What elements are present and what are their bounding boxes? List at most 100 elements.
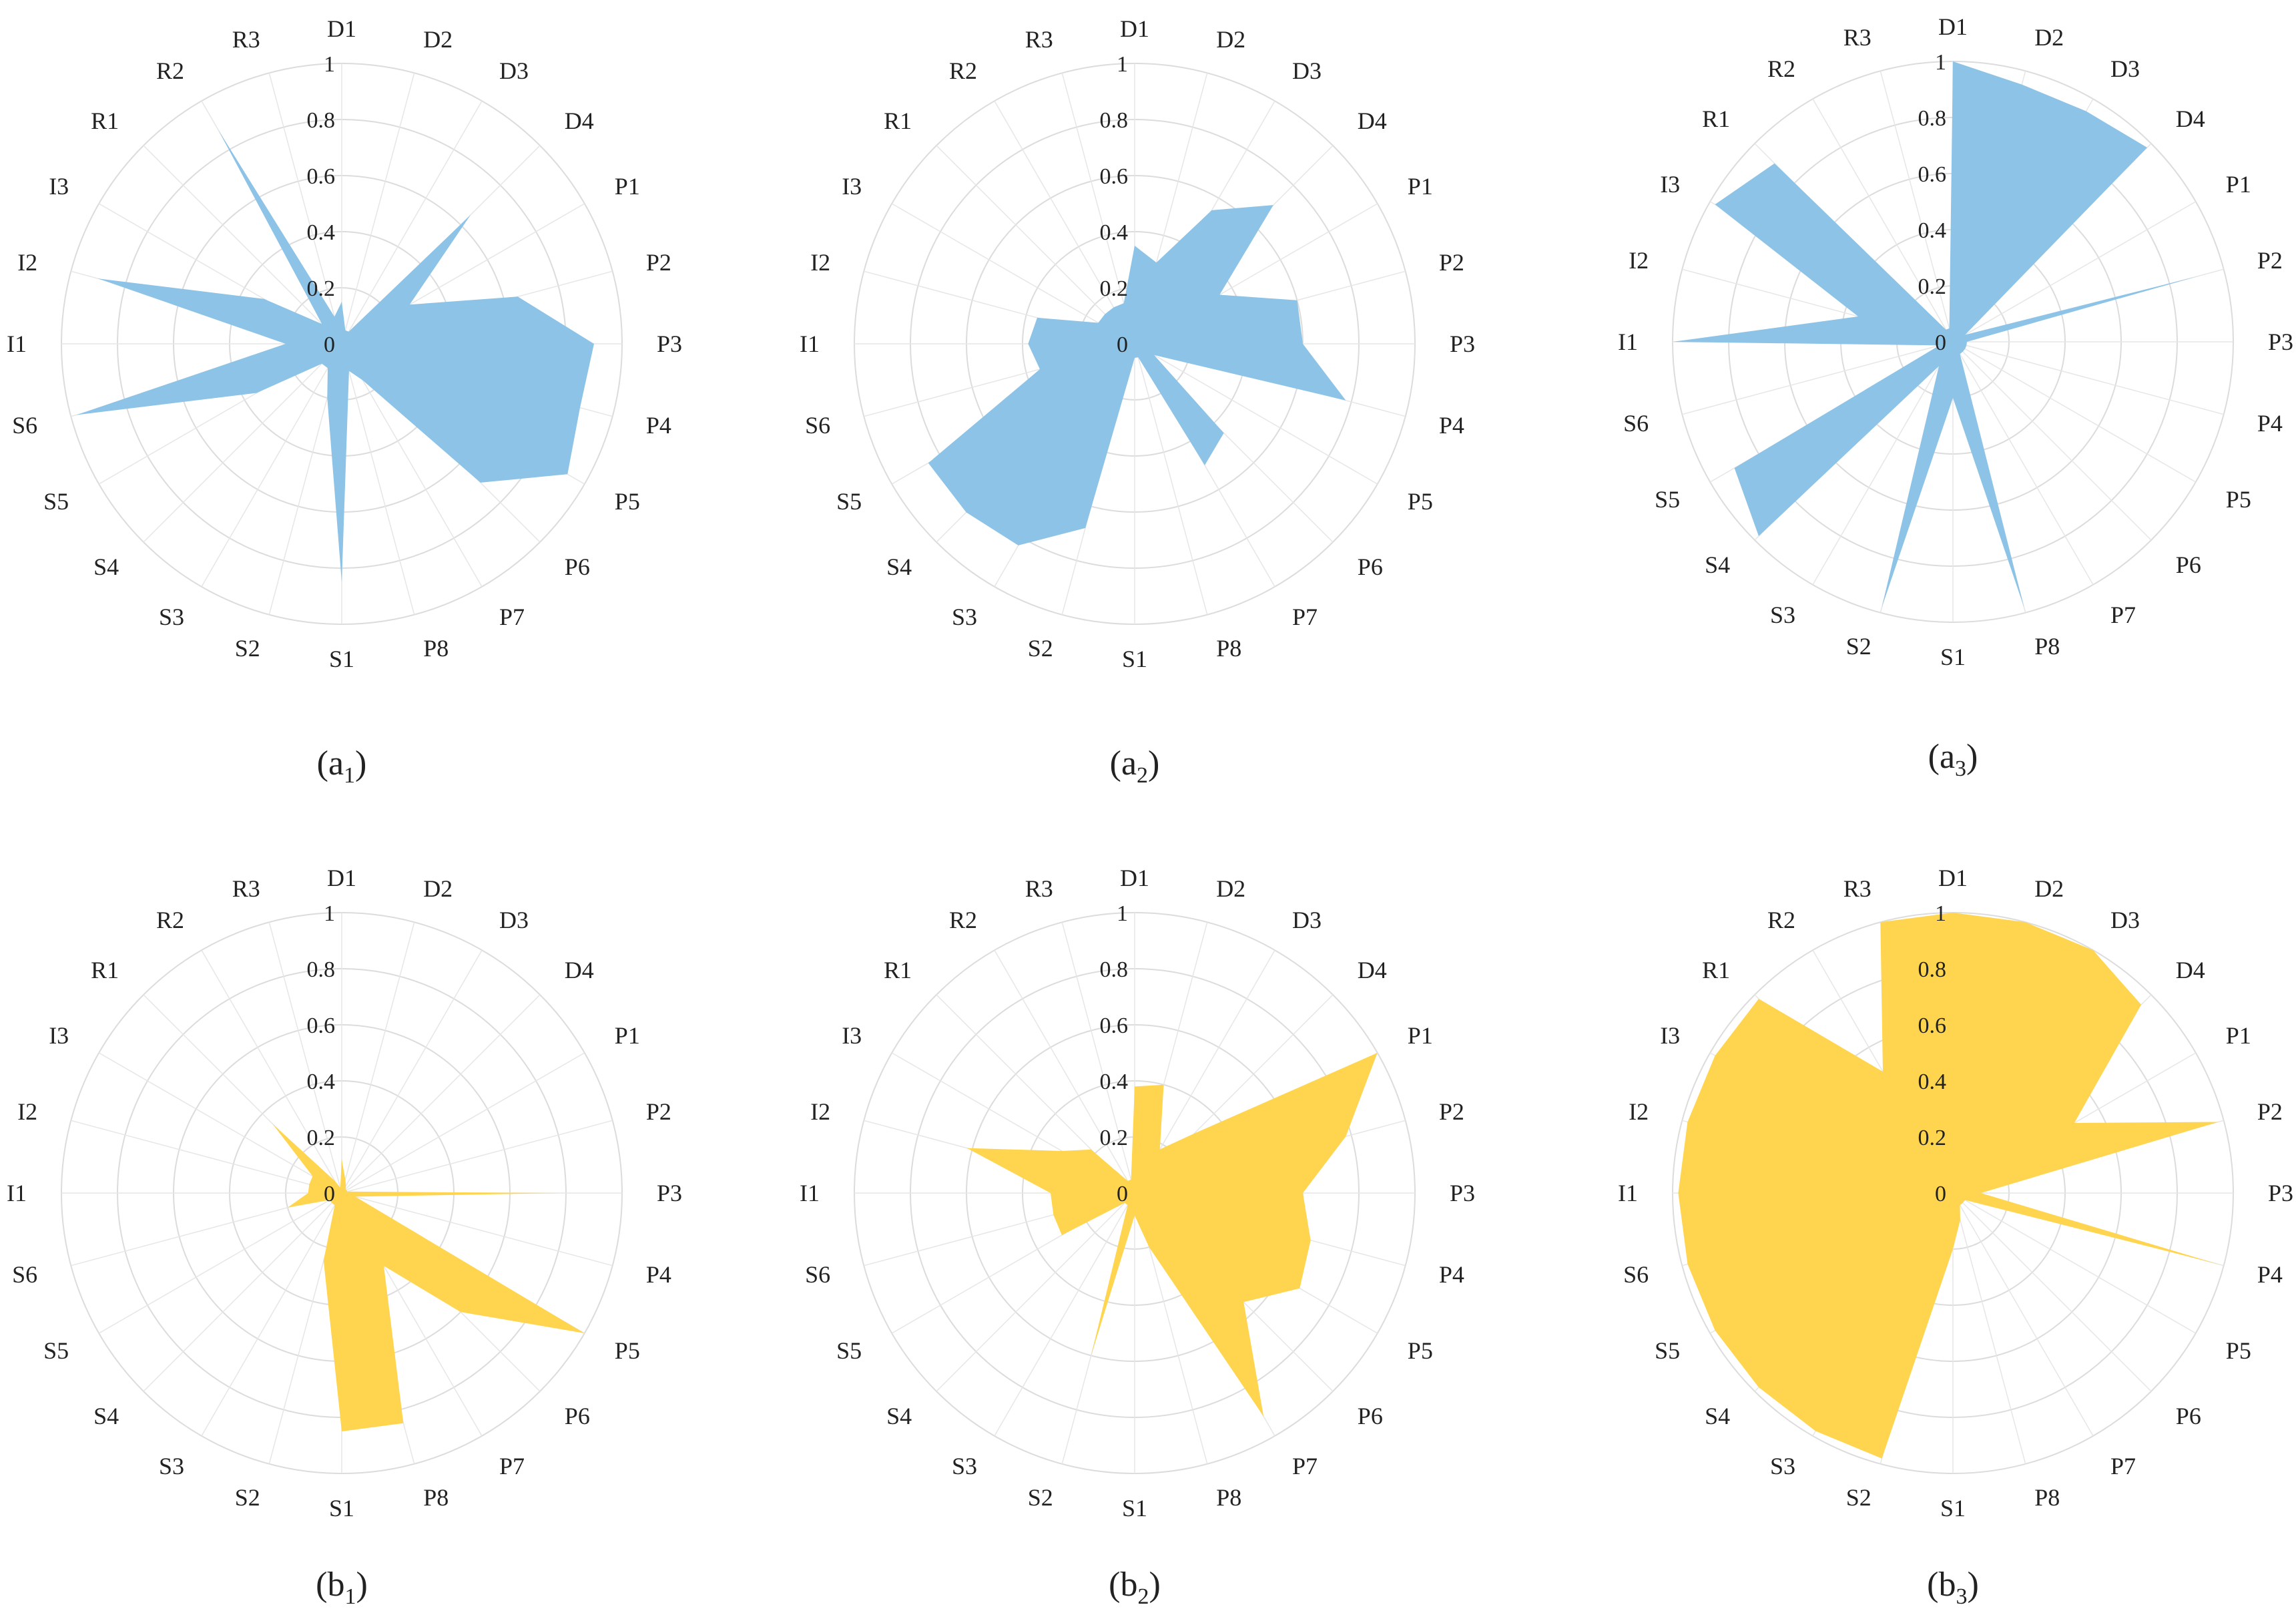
radial-tick-label: 0.2 [307, 1126, 336, 1150]
radar-panel-b3: 0 0.2 0.4 0.6 0.8 1 D1 D2 D3 D4 P1 P2 P3 P4 P5 P6 P7 P8 S1… [1618, 865, 2293, 1609]
category-label: P3 [2268, 1180, 2293, 1206]
category-label: R3 [1843, 24, 1872, 51]
category-label: P5 [2226, 1337, 2251, 1364]
grid-spoke [1134, 343, 1208, 615]
radar-panel-a1: 0 0.2 0.4 0.6 0.8 1 D1 D2 D3 D4 P1 P2 P3 P4 P5 P6 P7 P8 S1… [7, 15, 682, 788]
category-label: D3 [1292, 57, 1322, 84]
category-label: I2 [810, 1098, 830, 1125]
category-label: P4 [2257, 410, 2283, 437]
category-label: I2 [17, 1098, 37, 1125]
category-label: P4 [1439, 1261, 1464, 1288]
category-label: I1 [1618, 328, 1638, 355]
category-label: P3 [2268, 328, 2293, 355]
category-label: S1 [329, 646, 354, 672]
category-label: P3 [657, 330, 682, 357]
radial-tick-label: 0 [324, 1182, 335, 1206]
category-label: R3 [1025, 26, 1053, 53]
radial-tick-label: 1 [1117, 52, 1128, 77]
radial-tick-label: 0.2 [307, 276, 336, 301]
grid-spoke [1880, 71, 1954, 342]
category-label: P7 [2110, 1453, 2136, 1479]
category-label: P2 [1439, 1098, 1464, 1125]
category-label: I2 [810, 249, 830, 276]
category-label: R2 [949, 57, 977, 84]
radial-tick-label: 0.4 [307, 220, 336, 245]
category-label: S6 [1623, 410, 1649, 437]
grid-spoke [994, 1192, 1135, 1437]
category-label: I1 [1618, 1180, 1638, 1206]
category-label: P1 [1408, 173, 1433, 200]
grid-spoke [341, 343, 483, 588]
radial-tick-label: 0.2 [1918, 1126, 1947, 1150]
category-label: I2 [1629, 1098, 1649, 1125]
grid-spoke [268, 922, 342, 1194]
category-label: P3 [657, 1180, 682, 1206]
category-label: P6 [2176, 551, 2201, 578]
radial-tick-label: 1 [1117, 901, 1128, 926]
category-label: I1 [7, 1180, 27, 1206]
radial-tick-label: 0.6 [1100, 164, 1129, 189]
category-label: R1 [884, 107, 912, 134]
grid-spoke [341, 343, 415, 615]
category-label: P8 [423, 1484, 449, 1511]
category-label: S5 [43, 1337, 69, 1364]
grid-spoke [341, 1052, 585, 1194]
radial-tick-label: 0.6 [307, 1013, 336, 1038]
category-label: P6 [1358, 1403, 1383, 1429]
category-label: D1 [1120, 865, 1149, 891]
grid-spoke [201, 949, 342, 1194]
category-label: P1 [615, 173, 640, 200]
radial-tick-label: 0 [1935, 1182, 1946, 1206]
radar-series-area [928, 205, 1346, 545]
radial-tick-label: 0.8 [1100, 108, 1129, 133]
category-label: P8 [2034, 633, 2060, 660]
category-label: D4 [565, 107, 594, 134]
radar-panel-a3: 0 0.2 0.4 0.6 0.8 1 D1 D2 D3 D4 P1 P2 P3 P4 P5 P6 P7 P8 S1… [1618, 13, 2293, 781]
grid-spoke [994, 949, 1135, 1194]
grid-spoke [1952, 1192, 2026, 1464]
grid-spoke [891, 203, 1135, 344]
category-label: S1 [329, 1495, 354, 1522]
radar-panel-a2: 0 0.2 0.4 0.6 0.8 1 D1 D2 D3 D4 P1 P2 P3 P4 P5 P6 P7 P8 S1… [800, 15, 1475, 788]
radar-series-area [1673, 61, 2197, 608]
grid-spoke [1812, 98, 1954, 342]
category-label: S3 [1770, 1453, 1795, 1479]
radial-tick-label: 0.8 [307, 957, 336, 982]
category-label: D2 [2034, 24, 2064, 51]
category-label: P5 [2226, 486, 2251, 513]
category-label: S6 [12, 1261, 37, 1288]
category-label: S4 [886, 553, 912, 580]
radial-tick-label: 0.8 [1918, 957, 1947, 982]
category-label: S2 [235, 635, 260, 662]
category-label: I3 [49, 1022, 69, 1049]
grid-spoke [1061, 73, 1135, 344]
grid-spoke [341, 922, 415, 1194]
grid-spoke [143, 343, 342, 543]
radial-tick-label: 0.2 [1918, 274, 1947, 299]
grid-spoke [98, 1052, 342, 1194]
category-label: D3 [1292, 907, 1322, 933]
category-label: D2 [1216, 26, 1245, 53]
radar-panel-b2: 0 0.2 0.4 0.6 0.8 1 D1 D2 D3 D4 P1 P2 P3 P4 P5 P6 P7 P8 S1… [800, 865, 1475, 1609]
category-label: S6 [1623, 1261, 1649, 1288]
grid-spoke [1952, 341, 2197, 483]
grid-spoke [143, 1192, 342, 1392]
category-label: S2 [1846, 1484, 1872, 1511]
category-label: S5 [836, 488, 862, 515]
category-label: D1 [327, 865, 356, 891]
radial-tick-label: 0.2 [1100, 1126, 1129, 1150]
grid-spoke [1952, 1192, 2197, 1334]
grid-spoke [268, 73, 342, 344]
grid-spoke [341, 100, 483, 344]
category-label: S2 [235, 1484, 260, 1511]
category-label: S2 [1028, 1484, 1053, 1511]
category-label: S4 [93, 553, 119, 580]
category-label: R1 [1702, 957, 1730, 983]
category-label: R3 [232, 875, 260, 902]
category-label: P3 [1450, 1180, 1475, 1206]
category-label: I3 [1660, 171, 1680, 198]
radial-tick-label: 0.6 [1918, 162, 1947, 187]
category-label: P6 [1358, 553, 1383, 580]
grid-spoke [936, 1192, 1135, 1392]
